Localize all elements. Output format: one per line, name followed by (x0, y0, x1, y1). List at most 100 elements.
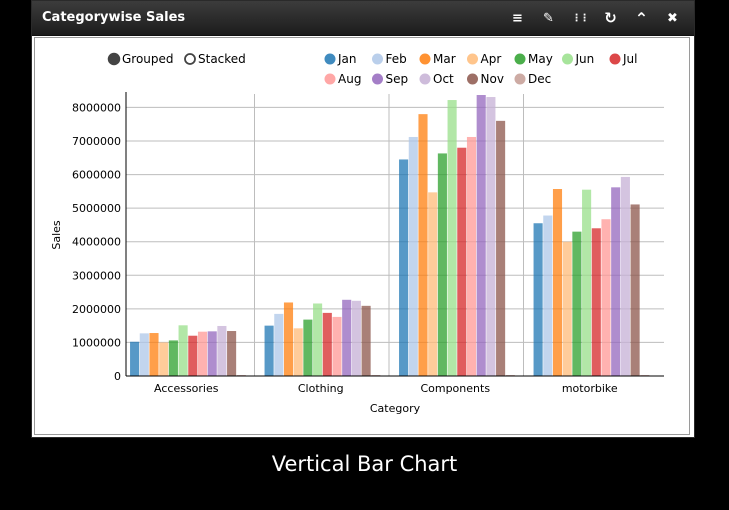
y-tick-label: 7000000 (72, 135, 121, 148)
legend-label-oct: Oct (433, 72, 454, 86)
y-tick-label: 5000000 (72, 202, 121, 215)
widget-header: Categorywise Sales ≡ ✎ ⋮⋮ ↻ ⌃ ✖ (32, 1, 694, 36)
bar-sep[interactable] (476, 95, 486, 376)
y-tick-label: 4000000 (72, 236, 121, 249)
grouped-radio[interactable] (107, 52, 121, 66)
legend-swatch-dec[interactable] (514, 73, 526, 85)
legend-label-jul: Jul (622, 52, 637, 66)
bar-apr[interactable] (293, 328, 303, 376)
y-tick-label: 2000000 (72, 303, 121, 316)
bar-nov[interactable] (227, 331, 237, 376)
grid-icon[interactable]: ⋮⋮ (571, 12, 590, 24)
bar-sep[interactable] (207, 331, 217, 376)
bar-feb[interactable] (543, 215, 553, 376)
bar-jun[interactable] (447, 100, 457, 377)
legend-label-aug: Aug (338, 72, 361, 86)
y-tick-label: 3000000 (72, 269, 121, 282)
chart-frame (34, 37, 690, 435)
legend-label-sep: Sep (386, 72, 409, 86)
bar-jan[interactable] (399, 159, 409, 376)
stacked-label: Stacked (198, 52, 246, 66)
bar-aug[interactable] (197, 331, 208, 376)
legend-swatch-jul[interactable] (609, 53, 621, 65)
refresh-icon[interactable]: ↻ (604, 9, 617, 27)
bar-mar[interactable] (552, 189, 563, 376)
legend-label-mar: Mar (433, 52, 456, 66)
x-tick-label: Components (420, 382, 490, 395)
bar-apr[interactable] (562, 241, 572, 376)
widget-title: Categorywise Sales (42, 10, 186, 25)
bar-oct[interactable] (620, 176, 630, 376)
bar-jan[interactable] (533, 223, 543, 376)
bar-jun[interactable] (178, 325, 188, 376)
x-tick-label: Clothing (298, 382, 344, 395)
bar-jun[interactable] (313, 303, 323, 376)
bar-may[interactable] (303, 319, 313, 376)
legend-swatch-feb[interactable] (372, 53, 383, 65)
legend-swatch-mar[interactable] (419, 53, 431, 65)
bar-aug[interactable] (601, 219, 611, 376)
bar-jan[interactable] (264, 325, 274, 376)
bar-mar[interactable] (149, 333, 159, 376)
legend-swatch-aug[interactable] (324, 73, 336, 85)
bar-nov[interactable] (630, 204, 640, 376)
widget-toolbar: ≡ ✎ ⋮⋮ ↻ ⌃ ✖ (502, 1, 688, 35)
bar-apr[interactable] (159, 342, 169, 376)
bar-may[interactable] (572, 231, 582, 376)
bar-aug[interactable] (466, 136, 477, 376)
legend-swatch-may[interactable] (514, 53, 526, 65)
legend-swatch-jan[interactable] (324, 53, 336, 65)
legend-label-may: May (528, 52, 553, 66)
x-axis-label: Category (370, 402, 421, 415)
chart-caption: Vertical Bar Chart (271, 452, 458, 476)
bar-oct[interactable] (351, 300, 361, 376)
legend-swatch-oct[interactable] (419, 73, 431, 85)
close-icon[interactable]: ✖ (667, 10, 678, 26)
y-tick-label: 1000000 (72, 336, 121, 349)
y-tick-label: 6000000 (72, 169, 121, 182)
collapse-icon[interactable]: ⌃ (634, 8, 649, 28)
legend-label-jun: Jun (575, 52, 595, 66)
menu-icon[interactable]: ≡ (512, 10, 523, 26)
y-tick-label: 0 (114, 370, 121, 383)
chart-widget: Categorywise Sales ≡ ✎ ⋮⋮ ↻ ⌃ ✖ 0 1000000… (31, 0, 695, 438)
bar-jul[interactable] (591, 228, 601, 376)
legend-label-jan: Jan (337, 52, 357, 66)
pencil-icon[interactable]: ✎ (543, 10, 554, 26)
bar-jul[interactable] (188, 335, 198, 376)
legend-label-feb: Feb (386, 52, 407, 66)
bar-jul[interactable] (322, 312, 332, 376)
bar-apr[interactable] (428, 192, 438, 376)
bar-nov[interactable] (361, 305, 371, 376)
bar-aug[interactable] (332, 316, 342, 376)
bar-nov[interactable] (496, 120, 506, 376)
bar-may[interactable] (437, 153, 447, 376)
x-tick-label: Accessories (154, 382, 219, 395)
bar-mar[interactable] (418, 114, 428, 377)
y-tick-label: 8000000 (72, 101, 121, 114)
stacked-radio[interactable] (184, 53, 196, 65)
legend-swatch-jun[interactable] (562, 53, 573, 65)
y-axis-label: Sales (50, 220, 63, 250)
bar-sep[interactable] (611, 187, 621, 376)
bar-jun[interactable] (582, 189, 592, 376)
legend-swatch-sep[interactable] (372, 73, 383, 85)
bar-feb[interactable] (139, 333, 149, 376)
x-tick-label: motorbike (562, 382, 618, 395)
bar-feb[interactable] (408, 136, 418, 376)
legend-swatch-apr[interactable] (467, 53, 478, 65)
bar-feb[interactable] (274, 313, 284, 376)
legend-swatch-nov[interactable] (467, 73, 478, 85)
legend-label-dec: Dec (528, 72, 551, 86)
bar-sep[interactable] (342, 299, 352, 376)
grouped-label: Grouped (122, 52, 174, 66)
legend-label-nov: Nov (481, 72, 504, 86)
bar-jan[interactable] (130, 341, 140, 376)
bar-may[interactable] (168, 340, 178, 376)
bar-oct[interactable] (217, 325, 227, 376)
bar-oct[interactable] (486, 97, 496, 376)
bar-chart: 0 1000000 2000000 3000000 4000000 5000000 6000… (50, 52, 664, 415)
legend-label-apr: Apr (481, 52, 502, 66)
bar-mar[interactable] (283, 302, 294, 376)
bar-jul[interactable] (457, 147, 467, 376)
